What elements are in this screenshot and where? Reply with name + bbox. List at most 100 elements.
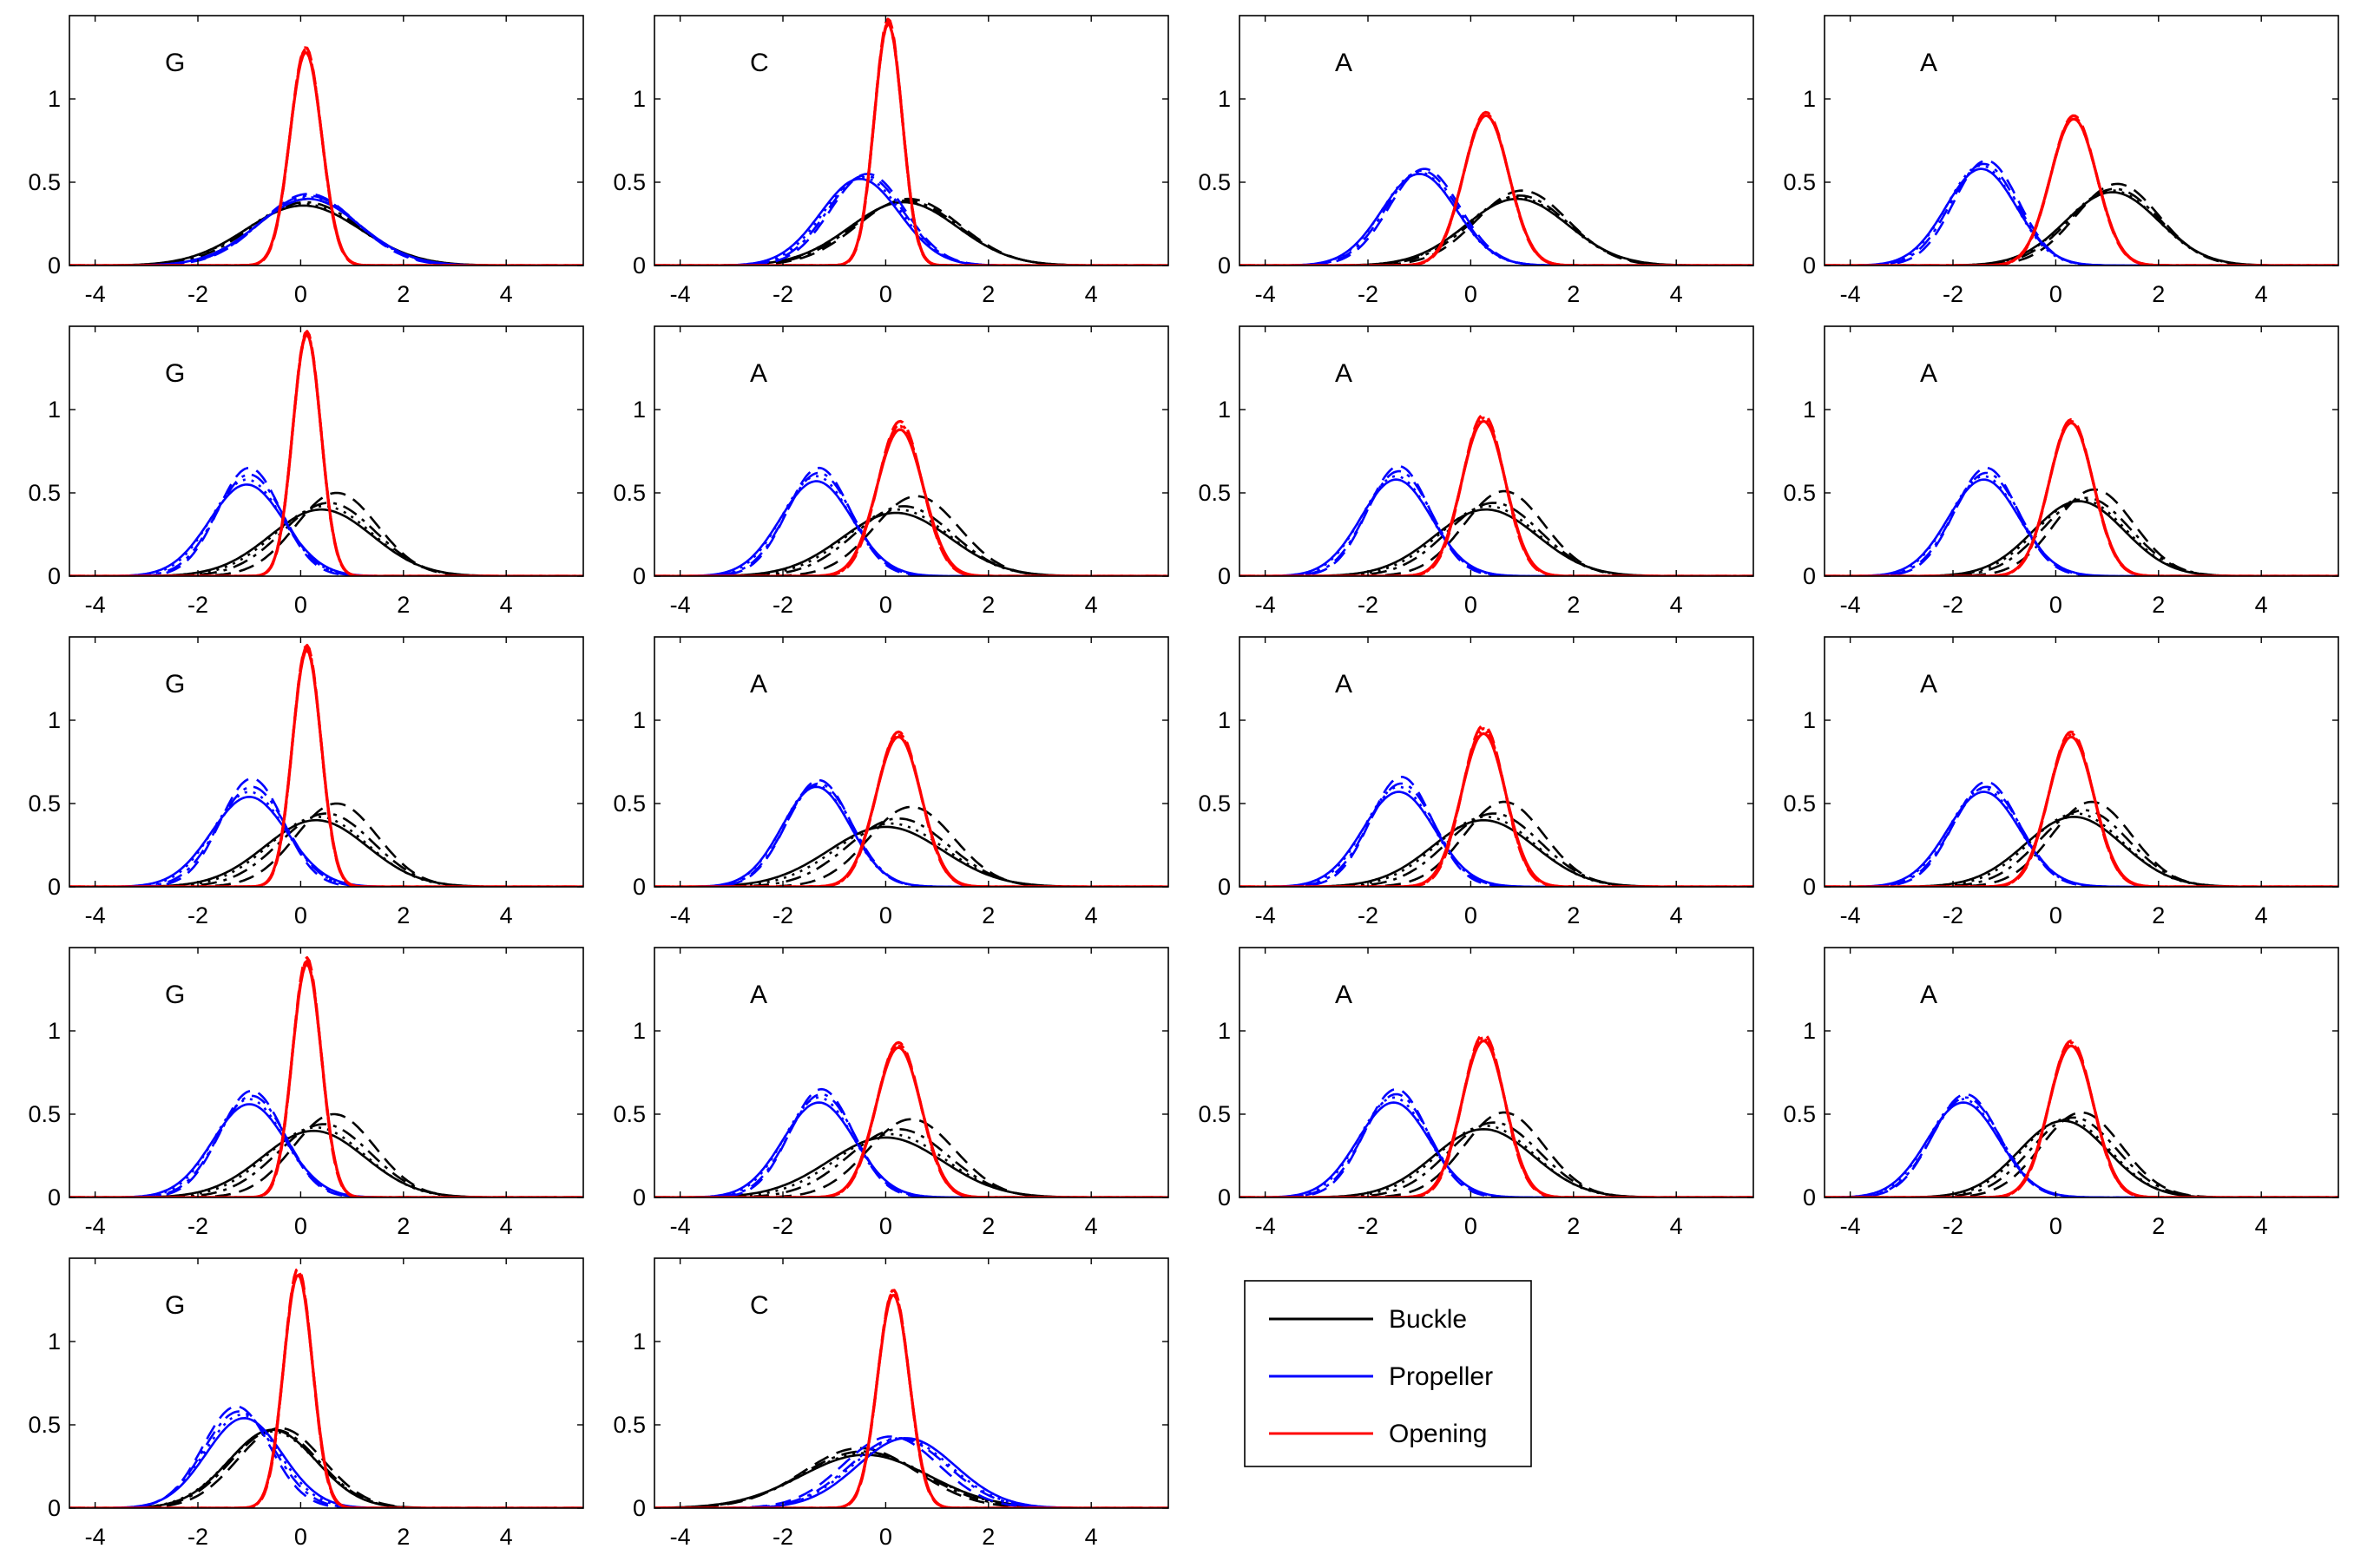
y-tick-label: 0.5: [1783, 169, 1816, 195]
y-tick-label: 0: [1218, 874, 1231, 900]
x-tick-label: 0: [879, 281, 892, 307]
propeller-curve-dotted: [1825, 787, 2338, 887]
opening-curve-dotted: [654, 1044, 1168, 1197]
y-tick-label: 0: [633, 253, 646, 279]
opening-curve-dotted: [69, 333, 583, 576]
x-tick-label: -4: [85, 592, 106, 618]
x-tick-label: 0: [2049, 592, 2062, 618]
propeller-curve-dashed: [69, 1405, 583, 1508]
panel-label: A: [750, 670, 767, 699]
y-tick-label: 0: [1803, 563, 1816, 589]
y-tick-label: 1: [633, 397, 646, 423]
panel-label: C: [750, 1291, 769, 1320]
y-tick-label: 1: [633, 1018, 646, 1044]
opening-curve-dotted: [654, 23, 1168, 266]
propeller-curve-solid: [1239, 791, 1753, 887]
y-tick-label: 0: [1218, 563, 1231, 589]
x-tick-label: 2: [982, 281, 995, 307]
x-tick-label: -2: [773, 902, 793, 928]
x-tick-label: -2: [187, 1213, 208, 1239]
y-tick-label: 0: [48, 1495, 61, 1521]
x-tick-label: -2: [187, 281, 208, 307]
y-tick-label: 1: [633, 1329, 646, 1355]
propeller-curve-dashed: [1825, 780, 2338, 887]
axes-frame: [69, 947, 584, 1198]
x-tick-label: 2: [982, 1213, 995, 1239]
x-tick-label: 2: [397, 1524, 410, 1550]
y-tick-label: 0.5: [613, 480, 646, 506]
y-tick-label: 1: [48, 1018, 61, 1044]
propeller-curve-dotted: [654, 475, 1168, 576]
x-tick-label: -2: [773, 281, 793, 307]
axes-frame: [1824, 325, 2339, 577]
propeller-curve-dotted: [1825, 475, 2338, 576]
x-tick-label: 0: [1464, 592, 1477, 618]
x-tick-label: -4: [85, 1213, 106, 1239]
propeller-curve-dashed: [1825, 159, 2338, 266]
y-tick-label: 1: [1803, 86, 1816, 112]
opening-curve-dotted: [654, 733, 1168, 887]
y-tick-label: 0.5: [28, 480, 61, 506]
x-tick-label: -4: [670, 281, 691, 307]
axes-frame: [69, 636, 584, 888]
opening-curve-dotted: [1239, 114, 1753, 266]
panel-label: A: [1920, 359, 1937, 388]
y-tick-label: 0: [1218, 253, 1231, 279]
propeller-curve-solid: [654, 1101, 1168, 1197]
y-tick-label: 0.5: [613, 169, 646, 195]
y-tick-label: 1: [48, 86, 61, 112]
propeller-curve-dotted: [1825, 164, 2338, 266]
x-tick-label: 0: [2049, 902, 2062, 928]
panel-label: A: [1335, 981, 1352, 1009]
subplot-3: -4 -2 0 2 4 0 0.5 1 A: [1198, 15, 1754, 307]
subplot-5: -4 -2 0 2 4 0 0.5 1 G: [28, 325, 584, 618]
x-tick-label: 2: [397, 281, 410, 307]
x-tick-label: -2: [1943, 1213, 1963, 1239]
panel-label: G: [165, 49, 185, 77]
propeller-curve-dashed: [1825, 466, 2338, 576]
legend: Buckle Propeller Opening: [1244, 1280, 1532, 1467]
x-tick-label: 2: [397, 592, 410, 618]
y-tick-label: 0.5: [1198, 1101, 1231, 1127]
x-tick-label: 4: [1670, 592, 1683, 618]
subplot-1: -4 -2 0 2 4 0 0.5 1 G: [28, 15, 584, 307]
y-tick-label: 1: [633, 86, 646, 112]
y-tick-label: 0: [1803, 253, 1816, 279]
x-tick-label: -4: [1255, 1213, 1276, 1239]
legend-entry-opening: Opening: [1269, 1420, 1487, 1448]
subplot-17: -4 -2 0 2 4 0 0.5 1 G: [28, 1257, 584, 1550]
subplot-14: -4 -2 0 2 4 0 0.5 1 A: [613, 947, 1169, 1239]
panel-label: A: [750, 981, 767, 1009]
propeller-curve-dashed: [1239, 1087, 1753, 1197]
panel-label: G: [165, 670, 185, 699]
x-tick-label: 0: [294, 281, 307, 307]
x-tick-label: 4: [1085, 902, 1098, 928]
x-tick-label: -4: [1840, 281, 1861, 307]
x-tick-label: -2: [773, 1213, 793, 1239]
x-tick-label: -4: [670, 592, 691, 618]
x-tick-label: -4: [1255, 592, 1276, 618]
y-tick-label: 0.5: [1198, 169, 1231, 195]
legend-label: Opening: [1389, 1420, 1487, 1448]
x-tick-label: -2: [1943, 902, 1963, 928]
propeller-curve-dashed: [1239, 465, 1753, 576]
x-tick-label: 4: [2255, 902, 2268, 928]
propeller-curve-dotted: [1239, 785, 1753, 887]
propeller-curve-dotted: [1239, 1096, 1753, 1197]
axes-frame: [1824, 947, 2339, 1198]
legend-label: Buckle: [1389, 1305, 1467, 1334]
axes-frame: [654, 325, 1169, 577]
x-tick-label: -4: [1840, 902, 1861, 928]
propeller-curve-dashed: [654, 466, 1168, 576]
x-tick-label: -4: [670, 902, 691, 928]
propeller-curve-dashdot: [69, 1410, 583, 1508]
legend-label: Propeller: [1389, 1362, 1493, 1391]
y-tick-label: 1: [48, 397, 61, 423]
buckle-curve-dotted: [1825, 812, 2338, 887]
y-tick-label: 0.5: [1198, 480, 1231, 506]
x-tick-label: 4: [1085, 1524, 1098, 1550]
y-tick-label: 0.5: [28, 1412, 61, 1438]
legend-box: [1244, 1280, 1532, 1467]
axes-frame: [654, 947, 1169, 1198]
